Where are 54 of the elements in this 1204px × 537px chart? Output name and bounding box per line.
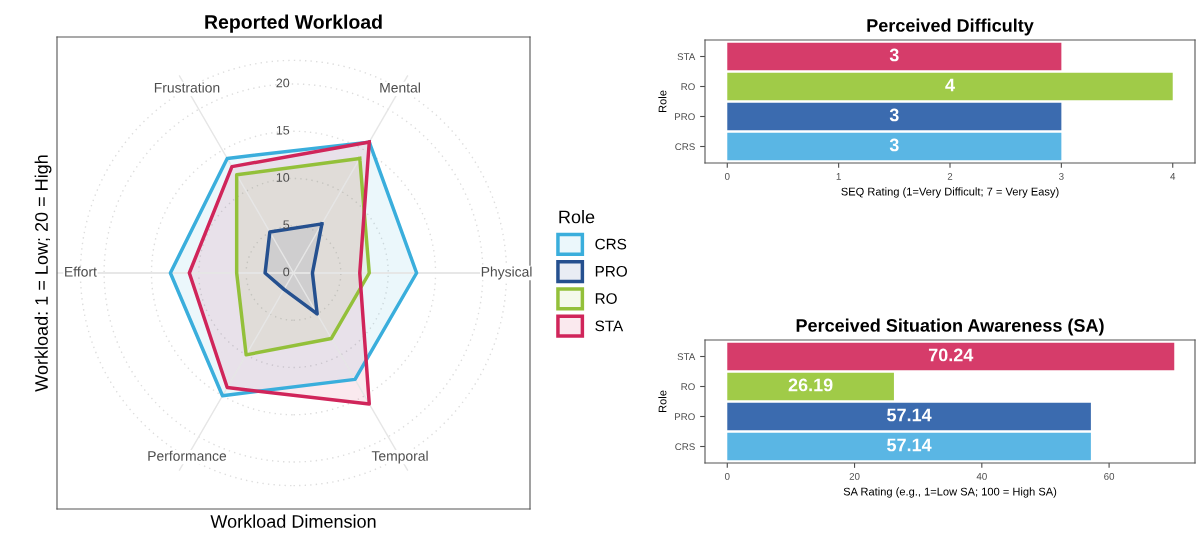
x-tick-label: 20: [849, 472, 860, 480]
chart-title: Perceived Difficulty: [867, 18, 1034, 36]
y-tick-label: 10: [276, 173, 290, 182]
spoke-label: Effort: [65, 266, 97, 277]
data-label: 4: [945, 78, 955, 92]
x-axis-title: SEQ Rating (1=Very Difficult; 7 = Very Easy): [841, 187, 1059, 198]
y-tick-label: PRO: [675, 113, 695, 121]
y-tick-label: 20: [276, 78, 290, 88]
data-label: 3: [889, 138, 899, 152]
legend-label: PRO: [595, 265, 627, 277]
x-tick-label: 4: [1170, 173, 1176, 180]
chart-title: Reported Workload: [205, 14, 382, 33]
x-axis-title: SA Rating (e.g., 1=Low SA; 100 = High SA): [843, 487, 1057, 498]
y-tick-label: 15: [276, 125, 290, 135]
spoke-label: Mental: [380, 82, 420, 93]
y-tick-label: CRS: [675, 143, 695, 151]
spoke-label: Physical: [481, 266, 532, 280]
y-tick-label: PRO: [675, 413, 695, 421]
bar: [727, 432, 1091, 461]
data-label: 3: [889, 48, 899, 62]
x-tick-label: 3: [1059, 172, 1064, 180]
bar: [727, 402, 1091, 431]
spoke-label: Frustration: [154, 82, 220, 93]
data-label: 3: [889, 108, 899, 122]
x-tick-label: 2: [947, 172, 953, 180]
spoke-label: Performance: [148, 450, 227, 461]
bar: [727, 372, 894, 401]
y-axis-title: Role: [658, 390, 667, 413]
x-tick-label: 40: [976, 472, 987, 480]
y-tick-label: 5: [283, 220, 290, 230]
chart-title: Perceived Situation Awareness (SA): [796, 318, 1104, 336]
y-tick-label: STA: [677, 53, 696, 61]
x-tick-label: 1: [836, 173, 841, 180]
y-tick-label: STA: [677, 353, 696, 361]
legend-label: CRS: [595, 238, 627, 250]
y-tick-label: RO: [681, 383, 695, 391]
data-label: 26.19: [788, 378, 833, 392]
y-tick-label: CRS: [675, 443, 695, 451]
y-tick-label: RO: [681, 83, 695, 91]
text: Workload: 1 = Low; 20 = High: [34, 155, 52, 392]
y-tick-label: 0: [283, 267, 290, 277]
legend-label: RO: [595, 293, 617, 305]
spoke-label: Temporal: [371, 450, 428, 464]
text: Workload Dimension: [210, 514, 376, 528]
legend-title: Role: [559, 210, 595, 224]
x-tick-label: 60: [1104, 472, 1115, 480]
data-label: 57.14: [887, 438, 932, 452]
data-label: 57.14: [887, 408, 932, 422]
bar: [727, 342, 1175, 371]
x-tick-label: 0: [724, 172, 730, 180]
x-tick-label: 0: [724, 472, 730, 480]
data-label: 70.24: [928, 348, 974, 362]
legend-label: STA: [595, 320, 624, 332]
y-axis-title: Role: [658, 90, 667, 113]
